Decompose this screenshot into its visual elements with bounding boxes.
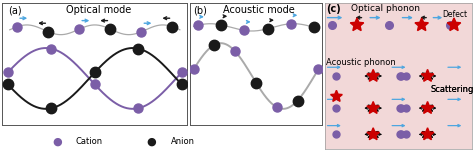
Text: (b): (b) — [193, 5, 208, 16]
Text: Optical phonon: Optical phonon — [351, 5, 420, 14]
Text: (c): (c) — [326, 5, 341, 14]
Polygon shape — [421, 102, 434, 113]
Text: Acoustic phonon: Acoustic phonon — [326, 59, 396, 67]
Polygon shape — [350, 18, 364, 31]
Polygon shape — [415, 18, 428, 31]
Text: Scattering: Scattering — [430, 85, 474, 94]
Text: (a): (a) — [8, 5, 21, 16]
Text: ●: ● — [147, 136, 156, 146]
Polygon shape — [421, 128, 434, 140]
Polygon shape — [447, 18, 461, 31]
Polygon shape — [367, 69, 380, 81]
Text: Cation: Cation — [76, 137, 103, 146]
Polygon shape — [367, 128, 380, 140]
Polygon shape — [330, 90, 342, 101]
Text: Scattering: Scattering — [430, 85, 474, 94]
Text: ●: ● — [52, 136, 62, 146]
Text: Anion: Anion — [171, 137, 195, 146]
Text: Acoustic mode: Acoustic mode — [223, 5, 294, 16]
Polygon shape — [367, 102, 380, 113]
Text: Defect: Defect — [442, 10, 467, 19]
Text: Optical mode: Optical mode — [66, 5, 131, 16]
Polygon shape — [421, 69, 434, 81]
